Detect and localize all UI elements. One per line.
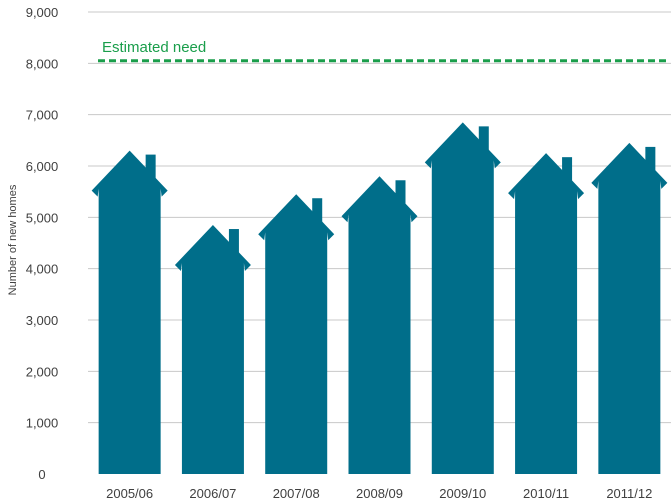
reference-line-group: Estimated need [98,39,668,63]
bar [258,194,335,474]
x-tick-label: 2009/10 [439,486,486,501]
bar [174,225,251,474]
y-tick-label: 3,000 [26,313,59,328]
y-tick-label: 6,000 [26,159,59,174]
bar [424,122,501,474]
bar-house [258,194,335,474]
y-tick-label: 4,000 [26,262,59,277]
x-axis-categories: 2005/06 2006/07 2007/08 2008/09 2009/10 2010/… [106,486,652,501]
bar [591,142,668,474]
bar [508,153,585,474]
bar-house [424,122,501,474]
bar-house [91,150,168,474]
bar-house [591,142,668,474]
bar-chimney [228,229,239,256]
bar-chimney [562,157,573,184]
bar-chimney [312,198,323,225]
y-tick-label: 5,000 [26,210,59,225]
bar-house [341,176,418,474]
y-tick-label: 9,000 [26,5,59,20]
bars [91,122,668,474]
bar-chimney [145,154,156,181]
y-tick-label: 8,000 [26,56,59,71]
y-axis-label: Number of new homes [7,184,19,295]
bar [341,176,418,474]
estimated-need-label: Estimated need [102,39,206,56]
y-tick-label: 2,000 [26,364,59,379]
x-tick-label: 2006/07 [189,486,236,501]
y-axis-ticks: 0 1,000 2,000 3,000 4,000 5,000 6,000 7,000 8,00… [26,5,59,482]
bar-chimney [478,126,489,153]
bar-house [174,225,251,474]
bar-chimney [395,180,406,207]
x-tick-label: 2010/11 [523,486,569,501]
x-tick-label: 2007/08 [273,486,320,501]
x-tick-label: 2011/12 [606,486,652,501]
bar-chimney [645,146,656,173]
x-tick-label: 2005/06 [106,486,153,501]
bar-house [508,153,585,474]
y-tick-label: 0 [38,467,45,482]
y-tick-label: 7,000 [26,108,59,123]
y-tick-label: 1,000 [26,416,59,431]
bar [91,150,168,474]
x-tick-label: 2008/09 [356,486,403,501]
